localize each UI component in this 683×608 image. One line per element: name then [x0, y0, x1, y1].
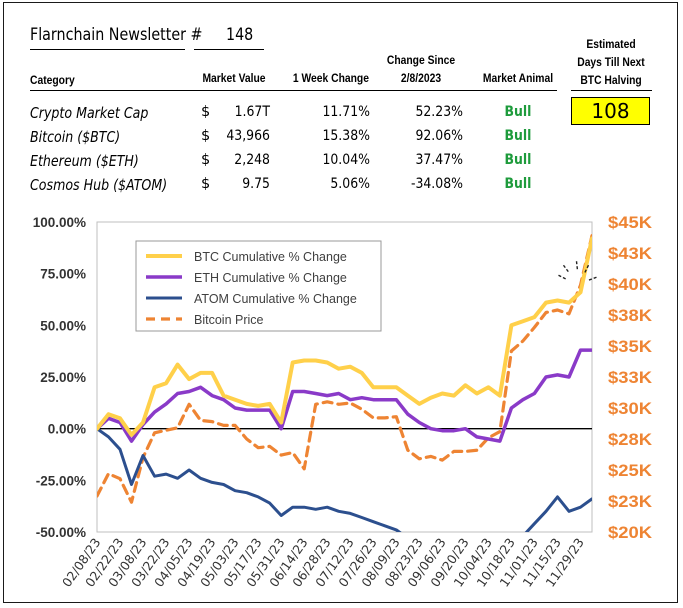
- right-axis-tick-label: $33K: [608, 368, 653, 387]
- right-axis-tick-label: $45K: [608, 213, 653, 232]
- legend-label: Bitcoin Price: [194, 313, 264, 327]
- newsletter-frame: [3, 2, 678, 603]
- halving-days-box: 108: [571, 97, 650, 125]
- right-axis-tick-label: $23K: [608, 492, 653, 511]
- left-axis-tick-label: -50.00%: [36, 525, 86, 540]
- row-week-change: 10.04%: [322, 152, 370, 168]
- header-halving-line1: Estimated: [586, 37, 636, 51]
- row-dollar: $: [201, 152, 211, 168]
- highlight-burst-ray: [575, 261, 579, 271]
- header-halving-line2: Days Till Next: [577, 55, 645, 69]
- row-market-animal: Bull: [504, 152, 532, 168]
- highlight-burst-ray: [588, 276, 597, 281]
- legend-label: ETH Cumulative % Change: [194, 271, 347, 285]
- header-week-change: 1 Week Change: [292, 71, 369, 85]
- left-axis-tick-label: 0.00%: [48, 422, 86, 437]
- series-line-bitcoin-price: [97, 234, 592, 504]
- highlight-burst-ray: [558, 274, 567, 280]
- series-line-atom-cumulative-change: [97, 427, 592, 532]
- right-axis-tick-label: $28K: [608, 430, 653, 449]
- row-change-since: 92.06%: [415, 128, 463, 144]
- row-change-since: 37.47%: [415, 152, 463, 168]
- row-change-since: -34.08%: [410, 176, 463, 192]
- row-week-change: 15.38%: [322, 128, 370, 144]
- left-axis-tick-label: 100.00%: [33, 215, 86, 230]
- halving-header-underline: [571, 90, 652, 91]
- header-market-value: Market Value: [202, 71, 266, 85]
- left-axis-tick-label: -25.00%: [36, 473, 86, 488]
- left-axis-tick-label: 75.00%: [40, 267, 86, 282]
- header-change-since-line2: 2/8/2023: [400, 71, 442, 85]
- row-market-value: 1.67T: [234, 104, 270, 120]
- row-category: Bitcoin ($BTC): [30, 128, 121, 146]
- legend-box: [135, 240, 382, 332]
- header-change-since-line1: Change Since: [386, 53, 456, 67]
- legend-label: ATOM Cumulative % Change: [194, 292, 357, 306]
- highlight-burst-ray: [562, 264, 571, 274]
- left-axis-tick-label: 50.00%: [40, 318, 86, 333]
- right-axis-tick-label: $20K: [608, 523, 653, 542]
- right-axis-tick-label: $35K: [608, 337, 653, 356]
- highlight-burst-ray: [583, 264, 590, 274]
- left-axis-tick-label: 25.00%: [40, 370, 86, 385]
- row-market-animal: Bull: [504, 128, 532, 144]
- row-category: Cosmos Hub ($ATOM): [30, 176, 168, 194]
- series-line-eth-cumulative-change: [97, 348, 592, 443]
- row-market-animal: Bull: [504, 104, 532, 120]
- row-market-value: 9.75: [242, 176, 270, 192]
- row-dollar: $: [201, 104, 211, 120]
- row-week-change: 11.71%: [322, 104, 370, 120]
- number-underline: [194, 49, 264, 50]
- right-axis-tick-label: $25K: [608, 461, 653, 480]
- header-category: Category: [30, 73, 75, 87]
- right-axis-tick-label: $38K: [608, 306, 653, 325]
- row-category: Crypto Market Cap: [30, 104, 149, 122]
- right-axis-tick-label: $30K: [608, 399, 653, 418]
- row-change-since: 52.23%: [415, 104, 463, 120]
- row-market-value: 43,966: [226, 128, 270, 144]
- row-market-animal: Bull: [504, 176, 532, 192]
- legend-label: BTC Cumulative % Change: [194, 250, 347, 264]
- row-dollar: $: [201, 176, 211, 192]
- newsletter-title: Flarnchain Newsletter #: [30, 25, 203, 45]
- header-halving-line3: BTC Halving: [580, 73, 642, 87]
- header-market-animal: Market Animal: [482, 71, 554, 85]
- row-market-value: 2,248: [234, 152, 270, 168]
- newsletter-number: 148: [226, 25, 254, 45]
- header-underline: [30, 90, 557, 91]
- row-dollar: $: [201, 128, 211, 144]
- title-underline: [30, 49, 185, 50]
- row-week-change: 5.06%: [330, 176, 370, 192]
- right-axis-tick-label: $40K: [608, 275, 653, 294]
- series-line-btc-cumulative-change: [97, 236, 592, 437]
- right-axis-tick-label: $43K: [608, 244, 653, 263]
- row-category: Ethereum ($ETH): [30, 152, 139, 170]
